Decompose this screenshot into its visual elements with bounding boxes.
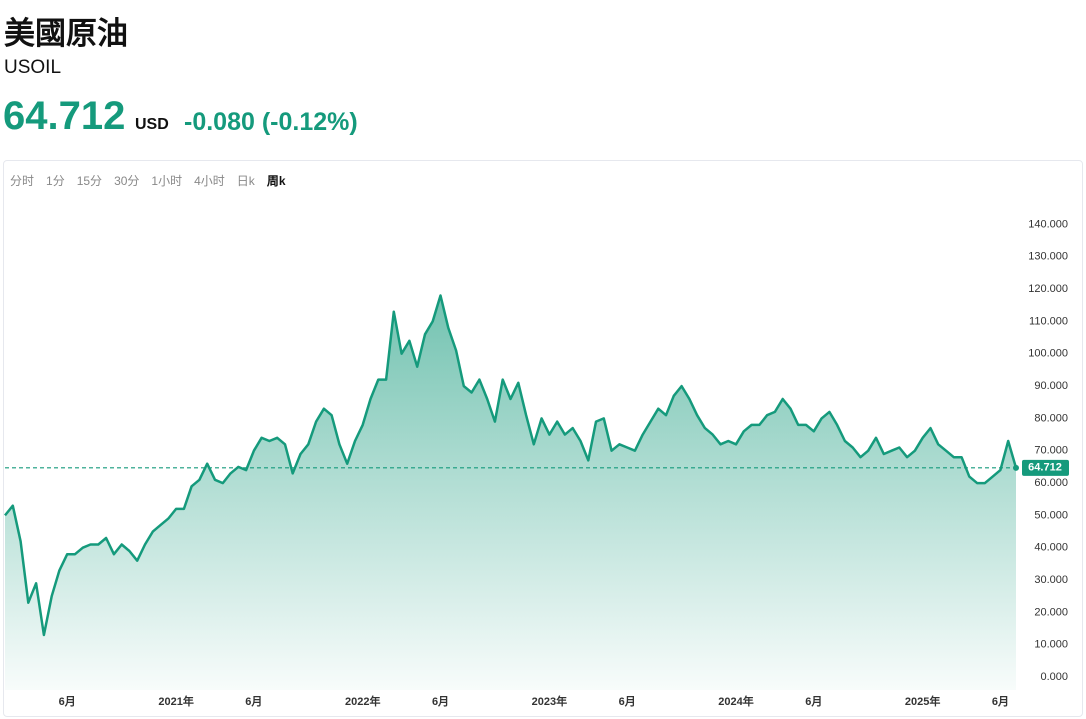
timeframe-button[interactable]: 周k xyxy=(266,174,286,188)
price-line xyxy=(4,294,1018,637)
last-price-dot xyxy=(1013,464,1019,471)
timeframe-button[interactable]: 分时 xyxy=(10,174,35,188)
last-price-label: 64.712 xyxy=(1028,462,1062,474)
timeframe-toolbar: 分时 1分 15分 30分 1小时 4小时 日k 周k xyxy=(10,172,286,189)
x-tick-label: 2025年 xyxy=(905,694,940,708)
timeframe-button[interactable]: 30分 xyxy=(114,174,140,188)
y-tick-label: 60.000 xyxy=(1034,477,1068,489)
y-tick-label: 110.000 xyxy=(1029,315,1068,327)
timeframe-button[interactable]: 4小时 xyxy=(194,174,225,188)
y-tick-label: 40.000 xyxy=(1034,542,1068,554)
y-tick-label: 100.000 xyxy=(1028,348,1068,360)
currency: USD xyxy=(135,116,169,133)
x-tick-label: 6月 xyxy=(805,695,822,708)
timeframe-button[interactable]: 日k xyxy=(236,174,255,188)
chart-panel xyxy=(3,160,1083,717)
x-tick-label: 6月 xyxy=(59,695,76,708)
x-tick-label: 2024年 xyxy=(718,694,753,708)
title: 美國原油 xyxy=(4,16,128,51)
y-tick-label: 140.000 xyxy=(1028,218,1068,230)
x-tick-label: 2022年 xyxy=(345,694,380,708)
y-tick-label: 30.000 xyxy=(1034,574,1068,586)
x-tick-label: 6月 xyxy=(432,695,449,708)
y-tick-label: 10.000 xyxy=(1034,639,1068,651)
timeframe-button[interactable]: 1分 xyxy=(46,174,65,188)
x-tick-label: 6月 xyxy=(992,695,1009,708)
timeframe-button[interactable]: 1小时 xyxy=(151,174,183,188)
symbol: USOIL xyxy=(4,57,62,78)
price-change: -0.080 (-0.12%) xyxy=(184,108,358,136)
y-tick-label: 130.000 xyxy=(1028,251,1068,263)
y-tick-label: 80.000 xyxy=(1034,412,1068,424)
area-fill xyxy=(5,295,1016,690)
x-tick-label: 6月 xyxy=(619,695,636,708)
price: 64.712 xyxy=(3,94,126,138)
y-tick-label: 70.000 xyxy=(1034,445,1068,457)
last-price-box xyxy=(1022,459,1069,476)
timeframe-button[interactable]: 15分 xyxy=(76,174,103,188)
x-tick-label: 6月 xyxy=(245,695,262,708)
y-tick-label: 0.000 xyxy=(1040,671,1068,683)
x-tick-label: 2021年 xyxy=(158,694,193,708)
y-tick-label: 20.000 xyxy=(1034,606,1068,618)
y-tick-label: 50.000 xyxy=(1034,509,1068,521)
y-tick-label: 90.000 xyxy=(1034,380,1068,392)
x-tick-label: 2023年 xyxy=(532,694,567,708)
y-tick-label: 120.000 xyxy=(1028,283,1068,295)
